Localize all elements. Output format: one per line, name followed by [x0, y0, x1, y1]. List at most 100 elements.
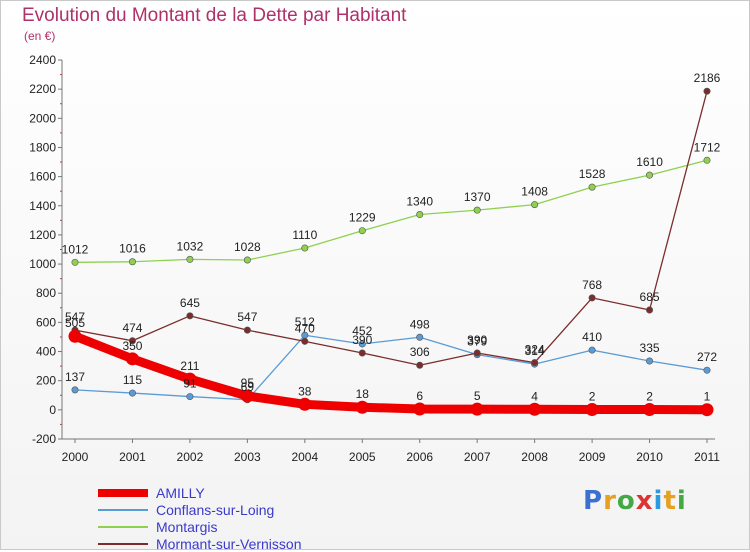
data-point-amilly — [470, 402, 484, 416]
data-point-montargis — [71, 258, 79, 266]
series-line-amilly — [70, 331, 712, 415]
data-label-mormant-sur-vernisson: 474 — [122, 321, 142, 335]
data-point-mormant-sur-vernisson — [588, 294, 596, 302]
data-label-mormant-sur-vernisson: 768 — [582, 278, 602, 292]
y-tick-label: -200 — [32, 432, 56, 446]
x-tick-label: 2004 — [291, 450, 318, 464]
data-label-mormant-sur-vernisson: 2186 — [694, 71, 721, 85]
logo-letter: x — [635, 486, 654, 516]
data-label-conflans-sur-loing: 91 — [183, 377, 197, 391]
legend-item-conflans-sur-loing: Conflans-sur-Loing — [98, 501, 302, 518]
data-label-amilly: 95 — [241, 376, 255, 390]
data-point-montargis — [416, 211, 424, 219]
data-point-mormant-sur-vernisson — [128, 337, 136, 345]
series-line-mormant-sur-vernisson — [74, 90, 708, 366]
data-point-amilly — [240, 389, 254, 403]
y-tick-label: 0 — [49, 403, 56, 417]
data-point-mormant-sur-vernisson — [186, 312, 194, 320]
data-label-conflans-sur-loing: 512 — [295, 315, 315, 329]
legend-swatch — [98, 488, 148, 497]
data-label-montargis: 1408 — [521, 185, 548, 199]
data-label-mormant-sur-vernisson: 547 — [237, 310, 257, 324]
logo-letter: i — [653, 486, 664, 516]
data-point-mormant-sur-vernisson — [243, 326, 251, 334]
data-point-montargis — [128, 258, 136, 266]
data-point-mormant-sur-vernisson — [703, 87, 711, 95]
data-point-amilly — [413, 402, 427, 416]
logo-letter: t — [663, 486, 677, 516]
logo-letter: o — [616, 486, 636, 516]
data-label-mormant-sur-vernisson: 390 — [467, 333, 487, 347]
data-label-conflans-sur-loing: 452 — [352, 324, 372, 338]
data-label-montargis: 1028 — [234, 240, 261, 254]
y-tick-label: 1600 — [29, 170, 56, 184]
legend: AMILLY Conflans-sur-Loing Montargis Mormant… — [98, 484, 302, 552]
data-point-amilly — [528, 402, 542, 416]
data-label-mormant-sur-vernisson: 645 — [180, 296, 200, 310]
data-label-amilly: 2 — [646, 390, 653, 404]
data-point-mormant-sur-vernisson — [646, 306, 654, 314]
data-point-conflans-sur-loing — [588, 346, 596, 354]
data-point-amilly — [183, 372, 197, 386]
data-label-conflans-sur-loing: 69 — [241, 380, 255, 394]
x-tick-label: 2011 — [694, 450, 720, 464]
data-point-conflans-sur-loing — [703, 366, 711, 374]
data-point-conflans-sur-loing — [186, 393, 194, 401]
x-tick-label: 2009 — [579, 450, 606, 464]
data-point-montargis — [473, 206, 481, 214]
data-label-montargis: 1229 — [349, 211, 376, 225]
data-point-montargis — [646, 171, 654, 179]
data-label-amilly: 2 — [589, 390, 596, 404]
data-label-amilly: 350 — [122, 339, 142, 353]
x-tick-label: 2002 — [177, 450, 204, 464]
data-label-conflans-sur-loing: 379 — [467, 335, 487, 349]
data-label-conflans-sur-loing: 115 — [123, 373, 142, 387]
data-label-montargis: 1712 — [694, 140, 721, 154]
data-label-mormant-sur-vernisson: 306 — [410, 345, 430, 359]
proxiti-logo: Proxiti — [583, 486, 687, 516]
data-point-montargis — [703, 156, 711, 164]
legend-swatch — [98, 525, 148, 528]
x-tick-label: 2008 — [521, 450, 548, 464]
chart-title: Evolution du Montant de la Dette par Hab… — [22, 5, 407, 26]
y-tick-label: 1800 — [29, 140, 56, 154]
y-tick-label: 600 — [36, 315, 56, 329]
logo-letter: r — [603, 486, 617, 516]
legend-label: AMILLY — [156, 484, 205, 501]
data-point-mormant-sur-vernisson — [358, 349, 366, 357]
data-point-montargis — [588, 183, 596, 191]
data-point-conflans-sur-loing — [416, 333, 424, 341]
y-tick-label: 2000 — [29, 111, 56, 125]
data-label-amilly: 505 — [65, 316, 85, 330]
data-point-montargis — [301, 244, 309, 252]
data-point-mormant-sur-vernisson — [473, 349, 481, 357]
series-line-montargis — [74, 159, 708, 263]
legend-label: Montargis — [156, 518, 218, 535]
y-tick-label: 800 — [36, 286, 56, 300]
data-label-amilly: 1 — [704, 390, 711, 404]
data-label-mormant-sur-vernisson: 685 — [640, 290, 660, 304]
legend-swatch — [98, 542, 148, 545]
y-tick-label: 1400 — [29, 199, 56, 213]
data-point-amilly — [585, 403, 599, 417]
x-tick-label: 2007 — [464, 450, 491, 464]
y-tick-label: 2400 — [29, 53, 56, 67]
data-label-amilly: 18 — [356, 387, 370, 401]
legend-label: Mormant-sur-Vernisson — [156, 535, 302, 552]
data-point-montargis — [243, 256, 251, 264]
chart-subtitle: (en €) — [24, 29, 56, 43]
data-point-mormant-sur-vernisson — [416, 361, 424, 369]
x-tick-label: 2010 — [636, 450, 663, 464]
data-label-mormant-sur-vernisson: 324 — [525, 343, 545, 357]
data-label-conflans-sur-loing: 314 — [525, 344, 545, 358]
data-label-conflans-sur-loing: 410 — [582, 330, 602, 344]
data-point-montargis — [531, 201, 539, 209]
data-label-amilly: 5 — [474, 389, 481, 403]
x-tick-label: 2000 — [62, 450, 89, 464]
data-point-mormant-sur-vernisson — [531, 359, 539, 367]
series-line-conflans-sur-loing — [74, 334, 708, 401]
data-label-montargis: 1340 — [406, 195, 433, 209]
x-tick-label: 2001 — [119, 450, 146, 464]
data-point-amilly — [643, 403, 657, 417]
